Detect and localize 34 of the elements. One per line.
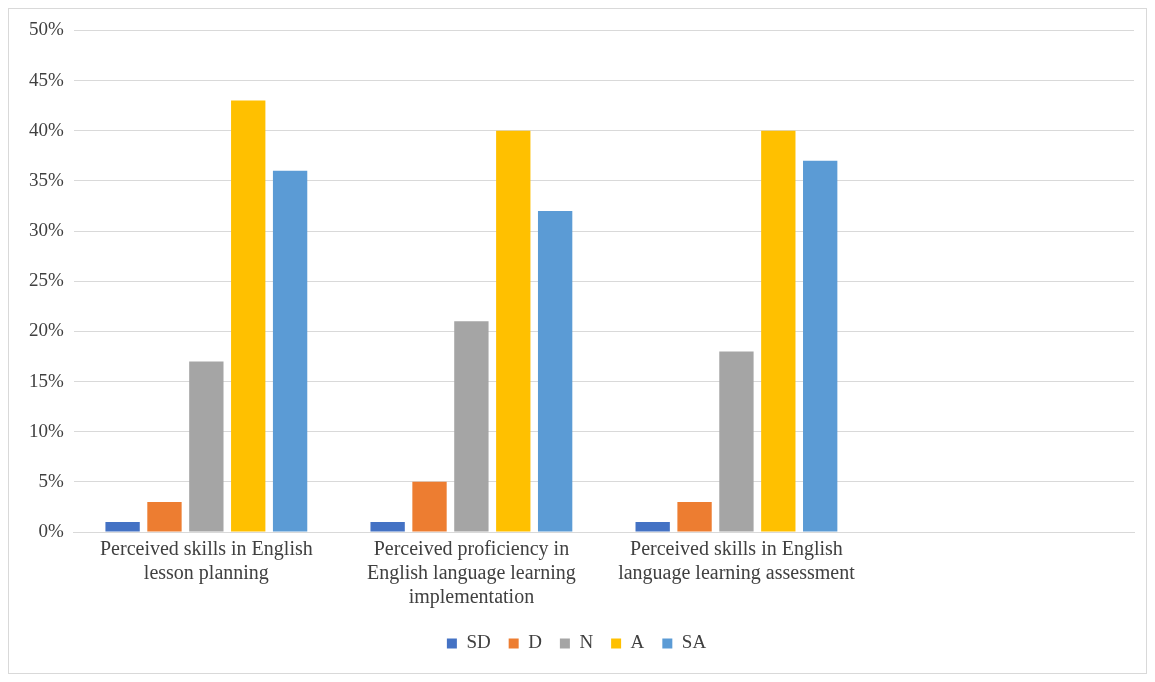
legend-label: A xyxy=(630,631,645,653)
y-tick-label: 15% xyxy=(29,369,64,391)
y-tick-label: 50% xyxy=(29,18,64,40)
y-tick-label: 30% xyxy=(29,219,64,241)
bar xyxy=(147,501,182,532)
y-tick-label: 20% xyxy=(29,319,64,341)
x-tick-label: Perceived proficiency in English language learning implementation xyxy=(366,537,576,609)
bar xyxy=(370,521,405,532)
bar xyxy=(272,170,308,532)
bar xyxy=(189,361,224,532)
legend-label: SA xyxy=(681,631,707,653)
bar xyxy=(454,321,489,532)
y-tick-label: 40% xyxy=(29,118,64,140)
legend-label: D xyxy=(528,631,542,653)
legend-label: SD xyxy=(466,631,491,653)
bar xyxy=(761,130,796,532)
legend-label: N xyxy=(579,631,594,653)
bar xyxy=(719,351,754,532)
bar xyxy=(803,160,838,532)
y-tick-label: 35% xyxy=(29,168,64,190)
x-tick-label: Perceived skills in English lesson planning xyxy=(99,537,313,585)
bar xyxy=(412,481,447,532)
y-tick-label: 5% xyxy=(38,469,64,491)
bar xyxy=(231,100,266,532)
bar xyxy=(105,521,140,532)
y-tick-label: 0% xyxy=(38,519,64,541)
y-tick-label: 25% xyxy=(29,269,64,291)
x-tick-label: Perceived skills in English language learning assessment xyxy=(618,537,856,585)
bar xyxy=(537,210,573,532)
y-tick-label: 45% xyxy=(29,68,64,90)
bar xyxy=(635,521,670,532)
bar xyxy=(496,130,531,532)
y-tick-label: 10% xyxy=(29,419,64,441)
bar xyxy=(677,501,712,532)
